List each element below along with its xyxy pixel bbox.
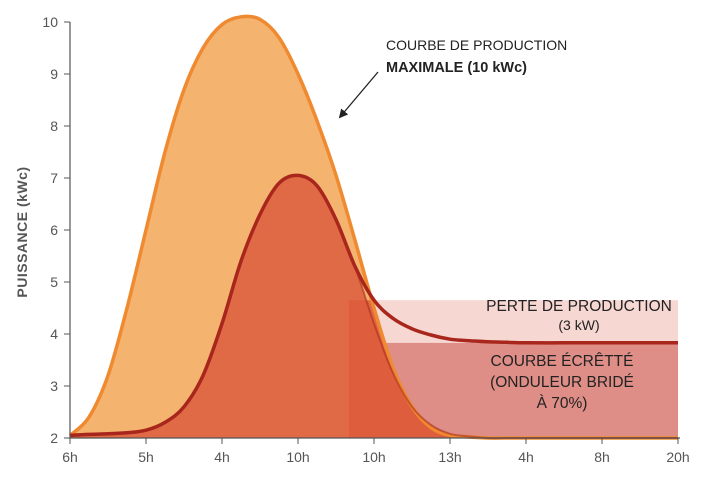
clipped-production-line bbox=[69, 173, 678, 438]
y-axis-label: PUISSANCE (kWc) bbox=[14, 166, 30, 297]
y-tick-label: 8 bbox=[50, 118, 58, 134]
x-tick-label: 4h bbox=[518, 449, 534, 465]
chart-areas bbox=[70, 16, 678, 439]
y-tick-label: 2 bbox=[50, 430, 58, 446]
x-tick-label: 10h bbox=[286, 449, 309, 465]
loss-band bbox=[348, 300, 678, 343]
y-tick-label: 6 bbox=[50, 222, 58, 238]
clipped-label-line3: À 70%) bbox=[537, 395, 588, 412]
x-tick-label: 20h bbox=[666, 449, 689, 465]
y-tick-label: 5 bbox=[50, 274, 58, 290]
y-tick-label: 7 bbox=[50, 170, 58, 186]
clipped-label-line2: (ONDULEUR BRIDÉ bbox=[490, 374, 634, 391]
y-tick-label: 10 bbox=[42, 14, 58, 30]
max-curve-label-line2: MAXIMALE (10 kWc) bbox=[386, 60, 527, 76]
loss-label-line2: (3 kW) bbox=[558, 317, 599, 333]
y-tick-label: 3 bbox=[50, 378, 58, 394]
x-tick-label: 13h bbox=[438, 449, 461, 465]
x-tick-label: 8h bbox=[594, 449, 610, 465]
x-tick-label: 4h bbox=[214, 449, 230, 465]
overlap-area bbox=[348, 300, 678, 439]
y-tick-label: 4 bbox=[50, 326, 58, 342]
clipped-label-line1: COURBE ÉCRÊTTÉ bbox=[491, 353, 634, 370]
y-tick-label: 9 bbox=[50, 66, 58, 82]
y-ticks: 2 3 4 5 6 7 8 9 10 bbox=[42, 14, 70, 446]
max-curve-arrow bbox=[338, 71, 379, 119]
loss-label-line1: PERTE DE PRODUCTION bbox=[486, 298, 672, 315]
x-tick-label: 6h bbox=[62, 449, 78, 465]
x-tick-label: 5h bbox=[138, 449, 154, 465]
x-tick-label: 10h bbox=[362, 449, 385, 465]
clipped-production-area bbox=[70, 175, 678, 439]
x-ticks: 6h 5h 4h 10h 10h 13h 4h 8h 20h bbox=[62, 438, 690, 465]
max-curve-label-line1: COURBE DE PRODUCTION bbox=[386, 37, 567, 53]
